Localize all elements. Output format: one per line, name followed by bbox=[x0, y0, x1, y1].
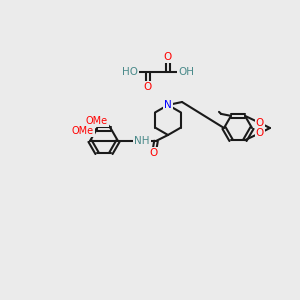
Text: OMe: OMe bbox=[72, 126, 94, 136]
Text: N: N bbox=[164, 100, 172, 110]
Text: O: O bbox=[164, 52, 172, 62]
Text: HO: HO bbox=[122, 67, 138, 77]
Text: O: O bbox=[256, 128, 264, 138]
Text: NH: NH bbox=[134, 136, 150, 146]
Text: O: O bbox=[150, 148, 158, 158]
Text: OH: OH bbox=[178, 67, 194, 77]
Text: O: O bbox=[256, 118, 264, 128]
Text: OMe: OMe bbox=[86, 116, 108, 126]
Text: O: O bbox=[144, 82, 152, 92]
